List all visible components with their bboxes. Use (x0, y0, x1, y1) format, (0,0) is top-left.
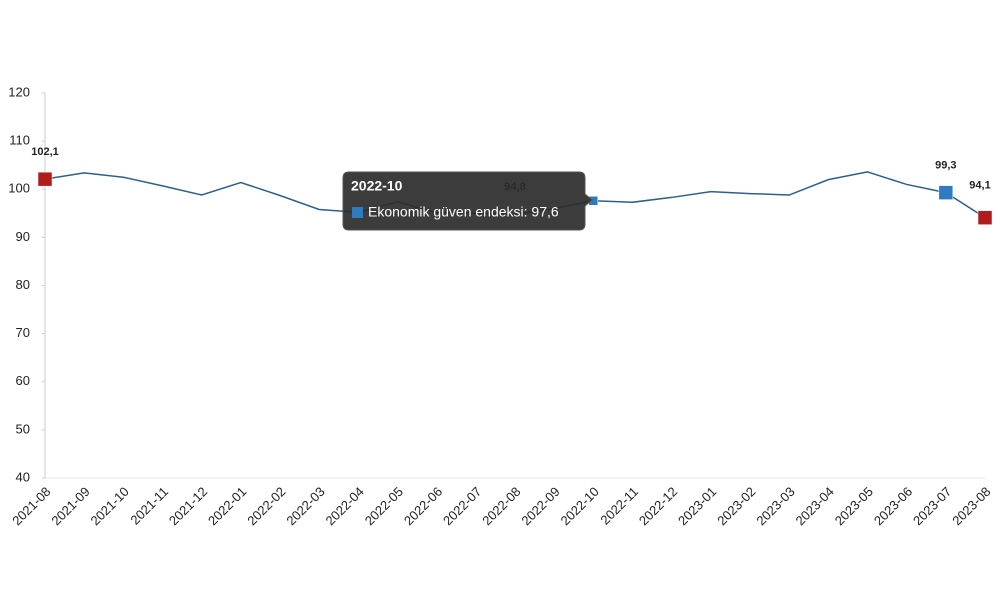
x-tick-label: 2022-10 (558, 484, 602, 528)
x-tick-label: 2023-04 (793, 484, 837, 528)
y-tick-label: 50 (16, 421, 30, 436)
x-tick-label: 2023-02 (714, 484, 758, 528)
x-tick-label: 2021-08 (9, 484, 53, 528)
x-tick-label: 2021-10 (88, 484, 132, 528)
y-tick-label: 90 (16, 229, 30, 244)
x-tick-label: 2021-12 (166, 484, 210, 528)
x-tick-label: 2023-07 (910, 484, 954, 528)
x-tick-label: 2022-02 (244, 484, 288, 528)
y-tick-label: 100 (8, 181, 30, 196)
data-point (37, 171, 53, 187)
y-tick-label: 70 (16, 325, 30, 340)
tooltip-title: 2022-10 (351, 178, 403, 194)
x-tick-label: 2022-05 (362, 484, 406, 528)
x-tick-label: 2022-09 (518, 484, 562, 528)
data-point (977, 210, 993, 225)
x-tick-label: 2022-03 (283, 484, 327, 528)
x-tick-label: 2022-07 (440, 484, 484, 528)
x-tick-label: 2022-06 (401, 484, 445, 528)
data-label: 94,1 (969, 180, 990, 192)
data-label: 99,3 (935, 160, 956, 172)
y-tick-label: 60 (16, 373, 30, 388)
x-tick-label: 2022-01 (205, 484, 249, 528)
x-tick-label: 2021-11 (127, 484, 171, 528)
y-tick-label: 110 (9, 133, 30, 148)
x-tick-label: 2022-04 (323, 484, 367, 528)
tooltip: 2022-10 Ekonomik güven endeksi: 97,6 (342, 171, 593, 231)
x-tick-label: 2022-12 (636, 484, 680, 528)
tooltip-swatch (352, 207, 363, 218)
x-tick-label: 2021-09 (48, 484, 92, 528)
x-tick-label: 2023-05 (832, 484, 876, 528)
y-tick-label: 40 (16, 469, 30, 484)
x-tick-label: 2023-06 (871, 484, 915, 528)
y-tick-label: 120 (8, 84, 30, 99)
x-tick-label: 2022-08 (479, 484, 523, 528)
data-label: 102,1 (31, 146, 59, 158)
data-point (938, 185, 954, 200)
x-tick-label: 2023-01 (675, 484, 719, 528)
y-tick-label: 80 (16, 277, 30, 292)
x-tick-label: 2022-11 (597, 484, 641, 528)
tooltip-box (342, 171, 593, 231)
tooltip-text: Ekonomik güven endeksi: 97,6 (368, 204, 559, 220)
x-tick-label: 2023-03 (753, 484, 797, 528)
x-tick-label: 2023-08 (949, 484, 993, 528)
